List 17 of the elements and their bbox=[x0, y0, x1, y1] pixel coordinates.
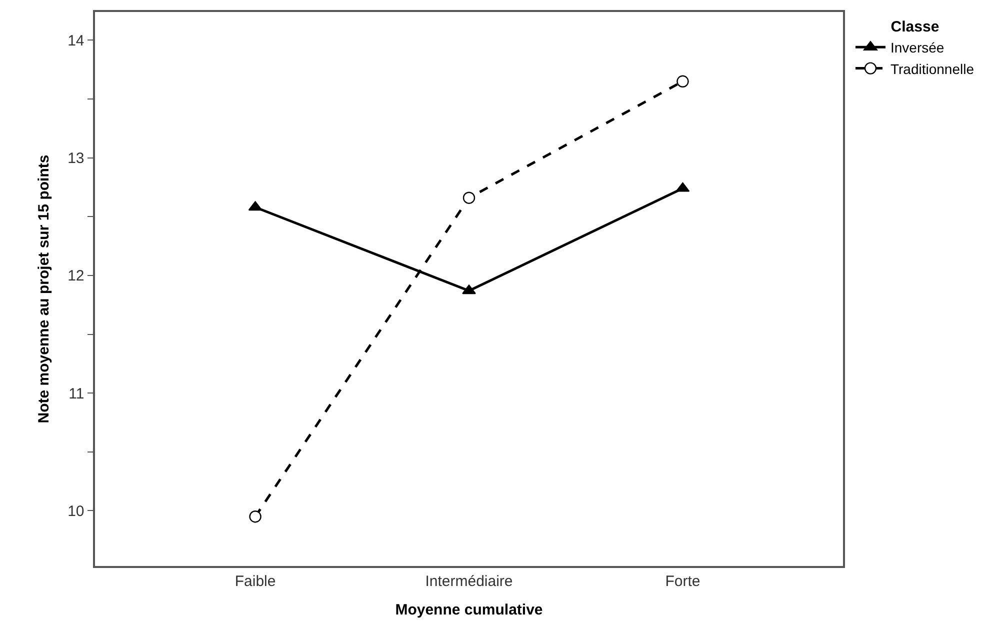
legend-label: Inversée bbox=[890, 40, 944, 56]
y-tick-label: 14 bbox=[68, 32, 84, 50]
y-tick-label: 10 bbox=[68, 502, 84, 520]
x-axis-title: Moyenne cumulative bbox=[395, 601, 543, 618]
y-tick-label: 11 bbox=[68, 385, 84, 402]
x-tick-label: Forte bbox=[665, 572, 700, 590]
point bbox=[462, 284, 476, 294]
x-tick-label: Intermédiaire bbox=[425, 572, 513, 590]
legend-title: Classe bbox=[890, 18, 940, 36]
point bbox=[676, 75, 689, 88]
y-tick-label: 12 bbox=[68, 268, 84, 285]
point bbox=[249, 510, 262, 523]
legend-label: Traditionnelle bbox=[890, 60, 974, 77]
point bbox=[462, 192, 476, 204]
y-axis-title: Note moyenne au projet sur 15 points bbox=[35, 154, 52, 424]
x-tick-label: Faible bbox=[234, 572, 276, 590]
y-tick-label: 13 bbox=[68, 150, 84, 168]
